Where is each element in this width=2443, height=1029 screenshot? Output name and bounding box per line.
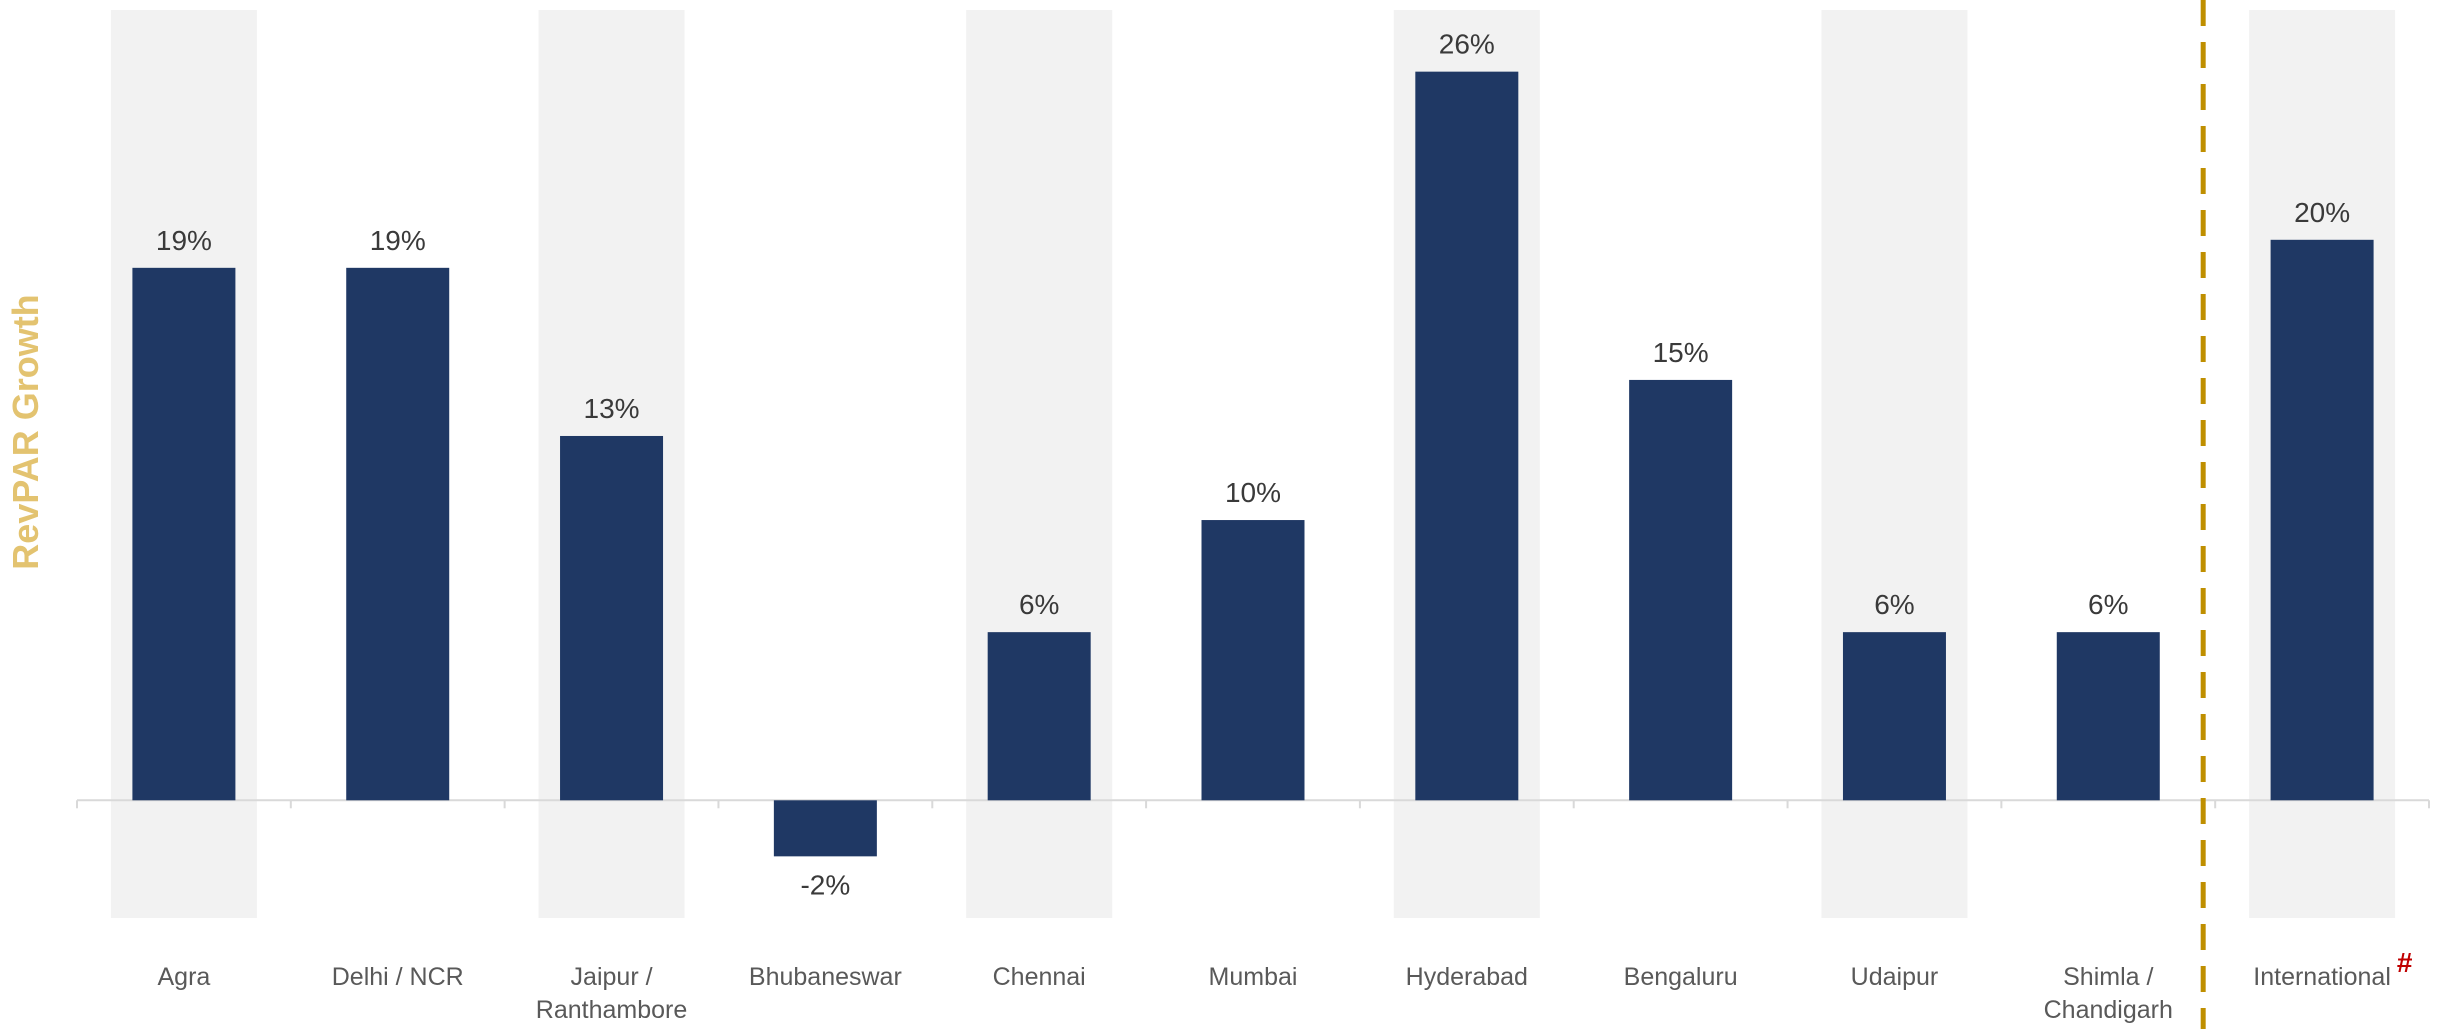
bars <box>132 71 2374 857</box>
category-label: Chennai <box>993 963 1086 991</box>
data-labels: 19% 19% 13% -2% 6% 10% 26% 15% 6% 6% 20% <box>156 29 2350 901</box>
data-label: 6% <box>1019 589 1059 620</box>
data-label: 13% <box>584 393 640 424</box>
category-label: Delhi / NCR <box>332 963 464 991</box>
category-label: Jaipur / Ranthambore <box>536 963 687 1024</box>
data-label: 6% <box>1874 589 1914 620</box>
category-label: Bengaluru <box>1624 963 1738 991</box>
bar <box>560 435 664 801</box>
bar <box>987 632 1091 801</box>
bar <box>346 267 450 801</box>
category-label: Shimla / Chandigarh <box>2044 963 2173 1024</box>
data-label: 15% <box>1653 337 1709 368</box>
data-label: -2% <box>800 869 850 900</box>
bar <box>1415 71 1519 801</box>
bar <box>1629 379 1733 801</box>
category-label: Mumbai <box>1209 963 1298 991</box>
data-label: 6% <box>2088 589 2128 620</box>
category-label: Hyderabad <box>1406 963 1528 991</box>
category-label: Udaipur <box>1851 963 1939 991</box>
data-label: 10% <box>1225 477 1281 508</box>
footnote-marker: # <box>2397 947 2413 978</box>
data-label: 19% <box>370 225 426 256</box>
category-label: Agra <box>158 963 211 991</box>
x-axis-ticks <box>76 800 2430 809</box>
category-label: International <box>2253 963 2391 991</box>
category-labels: Agra Delhi / NCR Jaipur / Ranthambore Bhuban… <box>158 947 2413 1024</box>
category-label: Bhubaneswar <box>749 963 902 991</box>
bar <box>132 267 236 801</box>
data-label: 19% <box>156 225 212 256</box>
bar <box>2270 239 2374 801</box>
data-label: 26% <box>1439 29 1495 60</box>
bar <box>1842 632 1946 801</box>
bar <box>2056 632 2160 801</box>
bar <box>1201 520 1305 801</box>
y-axis-title: RevPAR Growth <box>5 294 46 569</box>
data-label: 20% <box>2294 197 2350 228</box>
bar <box>773 800 877 857</box>
